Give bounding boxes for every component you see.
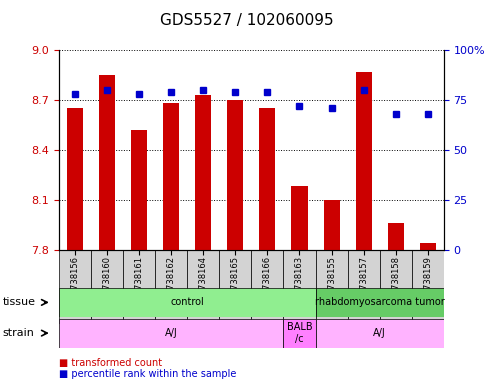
FancyBboxPatch shape xyxy=(316,288,444,317)
FancyBboxPatch shape xyxy=(283,250,316,324)
FancyBboxPatch shape xyxy=(219,250,251,324)
FancyBboxPatch shape xyxy=(187,250,219,324)
FancyBboxPatch shape xyxy=(91,250,123,324)
FancyBboxPatch shape xyxy=(123,250,155,324)
Bar xyxy=(227,100,244,250)
FancyBboxPatch shape xyxy=(316,250,348,324)
Text: strain: strain xyxy=(2,328,35,338)
Bar xyxy=(323,200,340,250)
FancyBboxPatch shape xyxy=(59,319,283,348)
Bar xyxy=(420,243,436,250)
FancyBboxPatch shape xyxy=(283,319,316,348)
FancyBboxPatch shape xyxy=(155,250,187,324)
Bar xyxy=(387,223,404,250)
Text: ■ transformed count: ■ transformed count xyxy=(59,358,162,368)
Text: GDS5527 / 102060095: GDS5527 / 102060095 xyxy=(160,13,333,28)
Text: ■ percentile rank within the sample: ■ percentile rank within the sample xyxy=(59,369,237,379)
Bar xyxy=(131,130,147,250)
Text: control: control xyxy=(171,297,204,308)
Bar xyxy=(99,75,115,250)
Bar xyxy=(163,103,179,250)
Bar xyxy=(67,108,83,250)
Bar xyxy=(195,95,211,250)
FancyBboxPatch shape xyxy=(59,250,91,324)
Bar xyxy=(355,71,372,250)
FancyBboxPatch shape xyxy=(316,319,444,348)
Bar xyxy=(259,108,276,250)
Text: tissue: tissue xyxy=(2,297,35,308)
Text: A/J: A/J xyxy=(165,328,177,338)
FancyBboxPatch shape xyxy=(251,250,283,324)
FancyBboxPatch shape xyxy=(380,250,412,324)
Bar xyxy=(291,186,308,250)
Text: BALB
/c: BALB /c xyxy=(287,322,312,344)
Text: A/J: A/J xyxy=(373,328,386,338)
FancyBboxPatch shape xyxy=(59,288,316,317)
Text: rhabdomyosarcoma tumor: rhabdomyosarcoma tumor xyxy=(315,297,445,308)
FancyBboxPatch shape xyxy=(412,250,444,324)
FancyBboxPatch shape xyxy=(348,250,380,324)
